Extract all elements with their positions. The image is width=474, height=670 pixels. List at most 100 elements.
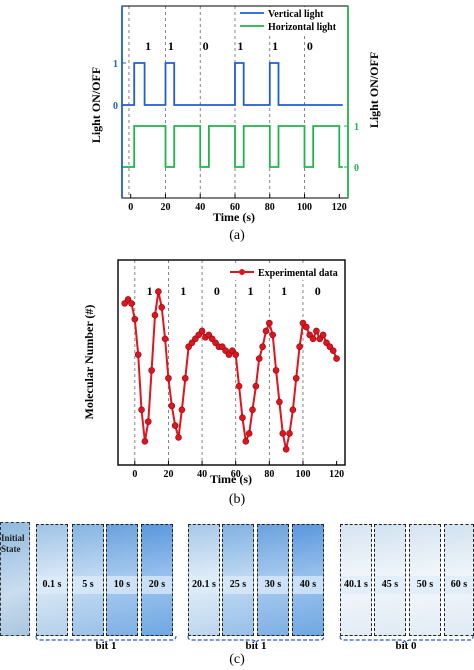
- a-bit-2: 0: [203, 39, 209, 53]
- frame-time-label: 25 s: [223, 576, 253, 594]
- b-data-point-54: [303, 323, 310, 331]
- a-xtick-label-0: 0: [128, 202, 133, 213]
- b-xtick-label-6: 120: [329, 469, 344, 480]
- a-xtick-label-6: 120: [332, 202, 347, 213]
- b-data-point-5: [138, 406, 145, 414]
- frame-time-label: 60 s: [445, 576, 473, 594]
- b-data-point-12: [161, 335, 169, 343]
- frame-11: 60 s: [444, 524, 474, 636]
- b-xtick-label-3: 60: [231, 469, 241, 480]
- frame-time-label: 30 s: [258, 576, 288, 594]
- b-xtick-label-4: 80: [264, 469, 274, 480]
- b-data-point-15: [171, 422, 179, 429]
- b-data-point-10: [155, 288, 162, 295]
- frame-10: 50 s: [409, 524, 441, 636]
- b-data-point-8: [148, 367, 155, 374]
- frame-time-label: 40.1 s: [341, 576, 371, 594]
- b-bit-1: 1: [180, 284, 186, 298]
- frame-time-label: 10 s: [107, 576, 137, 594]
- b-bit-2: 0: [214, 284, 220, 298]
- b-xlabel: Time (s): [210, 472, 252, 486]
- a-ytick-left-0: 1: [113, 59, 118, 70]
- b-data-point-51: [292, 374, 300, 382]
- b-legend-box: [226, 264, 342, 280]
- bit-label-3: bit 0: [395, 640, 417, 652]
- a-series-vertical: [122, 62, 343, 106]
- b-legend-label: Experimental data: [258, 268, 338, 279]
- b-data-point-44: [269, 331, 276, 339]
- b-plot-frame: [117, 259, 346, 466]
- a-bit-0: 1: [145, 39, 151, 53]
- a-ylabel-left: Light ON/OFF: [89, 67, 103, 143]
- b-data-point-35: [239, 414, 246, 421]
- frame-time-label: 0.1 s: [37, 576, 67, 594]
- initial-state-label: Initial State: [1, 533, 25, 554]
- b-data-point-50: [289, 406, 297, 414]
- a-xtick-label-1: 20: [160, 202, 170, 213]
- frame-1: 5 s: [72, 524, 104, 636]
- b-data-point-40: [255, 355, 263, 362]
- b-data-point-2: [128, 300, 135, 307]
- a-bit-3: 1: [237, 39, 243, 53]
- caption-a: (a): [229, 228, 245, 243]
- molecular-number-chart: 0 20 40 60 80 100 120 1 1 0 1 1 0 Experimental data…: [82, 259, 346, 486]
- a-xtick-label-5: 100: [297, 202, 312, 213]
- b-data-point-45: [272, 367, 280, 374]
- a-ytick-right-1: 0: [354, 163, 359, 174]
- b-data-point-9: [151, 311, 159, 319]
- a-legend-box: [236, 7, 346, 35]
- frame-7: 40 s: [292, 524, 324, 636]
- b-data-point-41: [259, 343, 266, 351]
- b-data-point-4: [134, 351, 142, 358]
- frame-2: 10 s: [106, 524, 138, 636]
- bit-label-1: bit 1: [95, 640, 117, 652]
- b-xtick-label-0: 0: [132, 469, 137, 480]
- b-data-point-16: [175, 434, 182, 441]
- a-xlabel: Time (s): [213, 210, 255, 224]
- initial-state-frame: Initial State: [0, 522, 30, 636]
- frame-time-label: 5 s: [73, 576, 103, 594]
- microscopy-panel: Initial State 0.1 s 5 s 10 s 20 s 20.1 s 25 s…: [0, 512, 474, 652]
- b-xtick-label-2: 40: [197, 469, 207, 480]
- b-data-point-37: [245, 430, 253, 437]
- b-bit-4: 1: [281, 284, 287, 298]
- b-data-point-33: [232, 351, 240, 358]
- b-bit-3: 1: [248, 284, 254, 298]
- b-xtick-label-5: 100: [295, 469, 310, 480]
- b-bit-5: 0: [315, 284, 321, 298]
- frame-3: 20 s: [141, 524, 173, 636]
- b-data-point-52: [296, 343, 303, 351]
- b-bit-0: 1: [147, 284, 153, 298]
- b-data-point-17: [178, 406, 186, 414]
- a-xtick-label-2: 40: [195, 202, 205, 213]
- caption-c: (c): [229, 652, 245, 667]
- b-data-point-3: [131, 315, 139, 323]
- a-bit-1: 1: [168, 39, 174, 53]
- b-data-point-11: [158, 304, 166, 311]
- frame-time-label: 40 s: [293, 576, 323, 594]
- frame-time-label: 20.1 s: [189, 576, 219, 594]
- b-data-point-43: [266, 319, 273, 327]
- caption-b: (b): [228, 492, 246, 507]
- frame-4: 20.1 s: [188, 524, 220, 636]
- b-xtick-label-1: 20: [163, 469, 173, 480]
- b-legend-swatch-marker: [239, 269, 245, 275]
- b-data-point-23: [198, 327, 206, 335]
- b-data-point-14: [168, 402, 176, 410]
- frame-time-label: 50 s: [410, 576, 440, 594]
- frame-6: 30 s: [257, 524, 289, 636]
- b-ylabel: Molecular Number (#): [82, 305, 96, 420]
- b-data-point-7: [144, 418, 152, 425]
- frame-8: 40.1 s: [340, 524, 372, 636]
- frame-0: 0.1 s: [36, 524, 68, 636]
- a-xtick-label-4: 80: [265, 202, 275, 213]
- b-data-point-57: [313, 327, 320, 335]
- bit-label-2: bit 1: [245, 640, 267, 652]
- bit-brackets: [35, 635, 474, 645]
- a-ytick-left-1: 0: [113, 101, 118, 112]
- a-ytick-right-0: 1: [354, 122, 359, 133]
- a-legend-label-0: Vertical light: [268, 9, 324, 20]
- b-data-point-13: [165, 374, 172, 382]
- b-data-point-18: [181, 374, 189, 382]
